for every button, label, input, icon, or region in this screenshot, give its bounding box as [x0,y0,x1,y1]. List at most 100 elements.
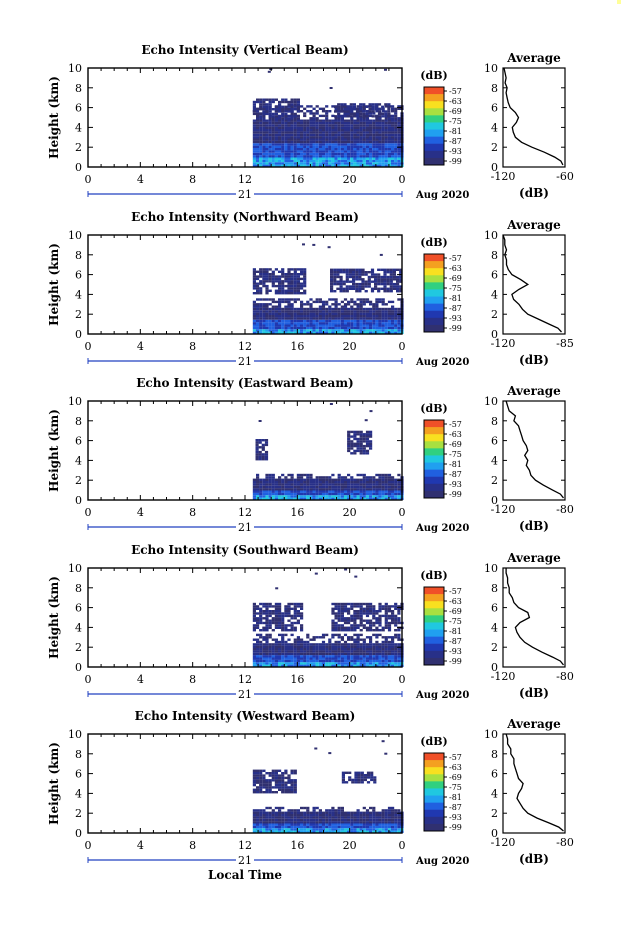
heatmap-cell [372,307,376,311]
heatmap-cell [372,617,376,620]
heatmap-cell [340,138,344,141]
heatmap-cell [369,124,373,127]
heatmap-cell [365,652,370,656]
heatmap-cell [325,809,329,812]
heatmap-cell [381,478,385,481]
heatmap-cell [352,103,356,106]
heatmap-cell [359,105,363,108]
heatmap-cell [337,809,341,812]
heatmap-cell [359,478,363,481]
heatmap-cell [259,133,263,137]
heatmap-cell [339,282,343,286]
heatmap-cell [321,483,326,486]
heatmap-cell [391,319,395,323]
heatmap-cell [300,329,304,332]
heatmap-cell [271,98,275,101]
heatmap-cell [378,315,382,318]
heatmap-cell [337,814,341,817]
heatmap-cell [303,830,307,833]
heatmap-cell [290,103,294,106]
heatmap-cell [265,159,269,163]
heatmap-cell [306,124,310,127]
panel-title: Echo Intensity (Westward Beam) [135,709,356,723]
heatmap-cell [378,814,382,817]
heatmap-cell [347,148,351,151]
heatmap-cell [258,439,262,442]
heatmap-cell [381,828,385,831]
heatmap-cell [259,108,263,111]
heatmap-cell [365,818,370,822]
heatmap-cell [321,124,326,127]
heatmap-cell [293,772,297,775]
heatmap-cell [375,473,379,477]
heatmap-cell [337,629,341,632]
heatmap-cell [350,619,354,622]
heatmap-cell [340,317,344,320]
heatmap-cell [290,121,294,125]
heatmap-cell [252,315,256,318]
heatmap-cell [372,476,376,479]
heatmap-cell [274,652,278,656]
heatmap-cell [278,825,282,829]
heatmap-cell [381,607,385,610]
heatmap-cell [353,830,357,833]
heatmap-cell [359,497,363,500]
heatmap-cell [353,145,357,148]
heatmap-cell [259,282,263,285]
heatmap-cell [259,275,263,278]
heatmap-cell [252,643,256,646]
heatmap-cell [337,329,341,332]
heatmap-cell [397,324,401,327]
heatmap-cell [284,305,288,308]
heatmap-cell [397,816,401,819]
heatmap-cell [325,492,329,496]
heatmap-cell [256,162,260,165]
heatmap-cell [296,280,300,283]
heatmap-cell [325,315,329,318]
heatmap-cell [350,624,354,627]
heatmap-cell [391,640,395,644]
heatmap-cell [378,317,382,320]
y-axis-label: Height (km) [47,409,61,492]
heatmap-cell [256,277,260,281]
heatmap-cell [331,162,335,165]
heatmap-cell [318,107,322,110]
heatmap-cell [265,317,269,320]
heatmap-cell [303,307,307,311]
heatmap-cell [259,143,263,146]
heatmap-cell [318,809,322,812]
heatmap-cell [265,483,269,486]
heatmap-cell [309,136,313,139]
heatmap-cell [353,300,357,304]
heatmap-cell [384,329,388,332]
heatmap-cell [287,282,291,285]
heatmap-cell [268,483,272,486]
heatmap-cell [377,110,382,113]
heatmap-cell [340,811,344,814]
heatmap-cell [387,115,391,118]
heatmap-cell [281,145,285,148]
heatmap-cell [300,811,304,814]
heatmap-cell [353,662,357,665]
heatmap-cell [372,162,376,165]
heatmap-cell [284,811,288,814]
heatmap-cell [255,450,259,454]
colorbar-tick-label: -69 [449,440,462,449]
heatmap-cell [359,818,363,822]
heatmap-cell [391,322,395,325]
heatmap-cell [259,657,263,660]
heatmap-cell [356,326,360,330]
heatmap-cell [262,100,266,104]
heatmap-cell [321,159,326,163]
heatmap-cell [312,155,316,158]
heatmap-cell [325,485,329,489]
heatmap-cell [381,492,385,496]
heatmap-cell [347,607,351,610]
heatmap-cell [369,485,373,489]
heatmap-cell [343,315,348,318]
heatmap-cell [293,275,297,278]
heatmap-cell [350,657,354,660]
heatmap-cell [365,322,370,325]
heatmap-cell [274,275,278,278]
heatmap-cell [353,624,357,627]
